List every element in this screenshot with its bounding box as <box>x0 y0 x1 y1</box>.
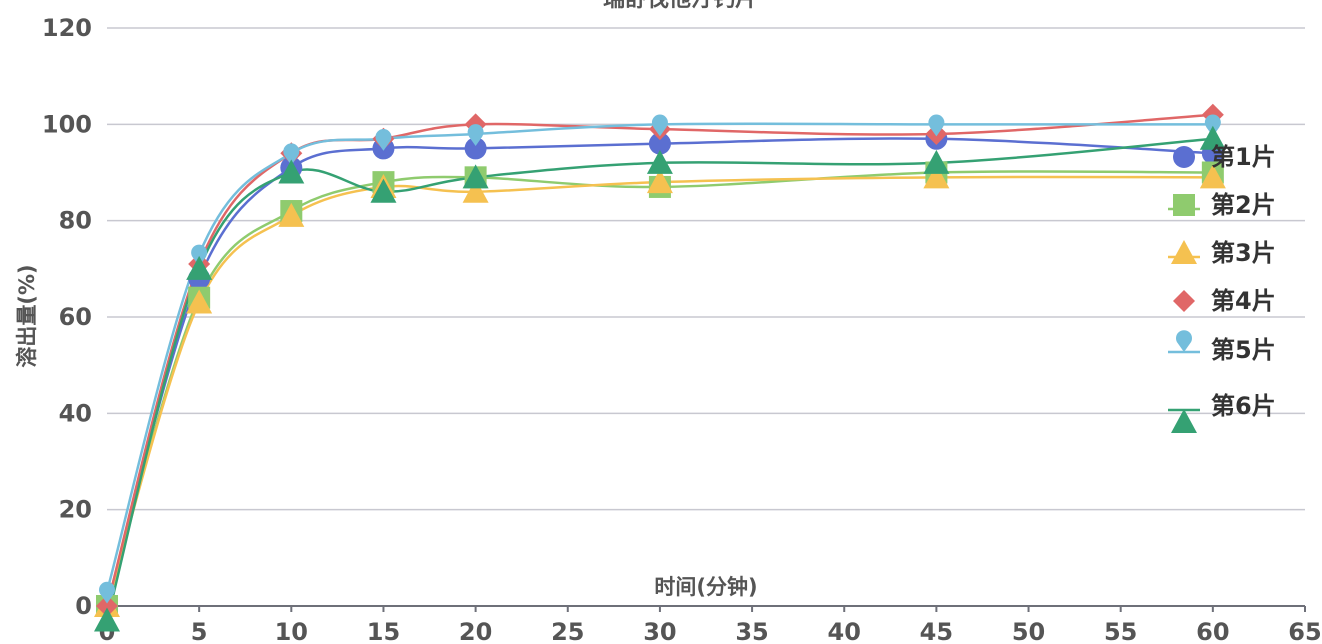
legend-item-1: 第1片 <box>1173 143 1276 171</box>
x-tick-label: 35 <box>735 618 768 644</box>
legend-label: 第5片 <box>1211 336 1276 364</box>
series-line-3 <box>105 175 1213 607</box>
data-point-series-6 <box>370 178 397 203</box>
data-point-series-5 <box>467 124 484 146</box>
x-tick-label: 10 <box>275 618 308 644</box>
data-point-series-5 <box>99 581 115 604</box>
data-point-series-5 <box>651 114 668 137</box>
data-point-series-5 <box>375 128 392 151</box>
series-line-2 <box>105 170 1213 607</box>
data-point-series-3 <box>923 164 950 189</box>
legend-item-4: 第4片 <box>1173 287 1276 315</box>
x-tick-label: 60 <box>1196 618 1229 644</box>
data-point-series-6 <box>94 607 120 632</box>
series-line-6 <box>105 137 1213 621</box>
series-markers <box>94 103 1226 632</box>
x-tick-label: 5 <box>191 618 208 644</box>
data-point-series-5 <box>1204 114 1221 137</box>
y-tick-label: 0 <box>75 592 92 620</box>
y-tick-label: 100 <box>42 110 92 138</box>
data-point-series-3 <box>1199 164 1226 189</box>
x-tick-label: 65 <box>1288 618 1321 644</box>
y-tick-label: 60 <box>59 303 92 331</box>
data-point-series-6 <box>186 255 213 280</box>
x-axis-title: 时间(分钟) <box>654 575 757 599</box>
data-point-series-6 <box>278 159 305 184</box>
x-tick-label: 25 <box>551 618 584 644</box>
data-point-series-5 <box>928 114 945 137</box>
x-tick-label: 45 <box>920 618 953 644</box>
legend-item-5: 第5片 <box>1168 330 1276 364</box>
legend-marker <box>1173 146 1195 168</box>
legend-marker <box>1173 194 1195 216</box>
data-point-series-3 <box>646 169 673 194</box>
data-point-series-3 <box>278 202 305 227</box>
data-point-series-6 <box>1199 125 1226 150</box>
data-point-series-6 <box>646 149 673 174</box>
grid-lines <box>107 27 1305 511</box>
data-point-series-4 <box>96 595 118 617</box>
data-point-series-5 <box>283 143 300 166</box>
legend-marker <box>1171 409 1197 433</box>
axes: 0204060801001200510152025303540455055606… <box>42 14 1322 644</box>
x-tick-label: 55 <box>1104 618 1137 644</box>
legend-marker <box>1175 330 1192 352</box>
x-tick-label: 50 <box>1012 618 1045 644</box>
y-tick-label: 120 <box>42 14 92 42</box>
series-line-1 <box>105 137 1213 607</box>
data-point-series-1 <box>648 132 671 155</box>
x-tick-label: 20 <box>459 618 492 644</box>
y-tick-label: 40 <box>59 399 92 427</box>
data-point-series-6 <box>462 164 489 189</box>
legend-marker <box>1171 240 1197 264</box>
legend-item-3: 第3片 <box>1168 239 1276 267</box>
legend-label: 第3片 <box>1211 239 1276 267</box>
x-tick-label: 30 <box>643 618 676 644</box>
y-axis-title: 溶出量(%) <box>15 264 39 367</box>
legend-label: 第2片 <box>1211 191 1276 219</box>
data-point-series-1 <box>464 137 487 160</box>
data-point-series-3 <box>462 178 489 203</box>
x-tick-label: 15 <box>367 618 400 644</box>
data-point-series-5 <box>191 244 208 267</box>
data-point-series-3 <box>186 289 213 314</box>
x-tick-label: 40 <box>828 618 861 644</box>
data-point-series-6 <box>923 149 950 174</box>
legend-label: 第6片 <box>1211 392 1276 420</box>
legend-label: 第4片 <box>1211 287 1276 315</box>
legend-item-2: 第2片 <box>1168 191 1276 219</box>
legend-marker <box>1173 290 1195 312</box>
y-tick-label: 80 <box>59 207 92 235</box>
legend-item-6: 第6片 <box>1168 392 1276 433</box>
y-tick-label: 20 <box>59 496 92 524</box>
legend-label: 第1片 <box>1211 143 1276 171</box>
chart-title: 瑞舒伐他汀钙片 <box>603 0 757 12</box>
